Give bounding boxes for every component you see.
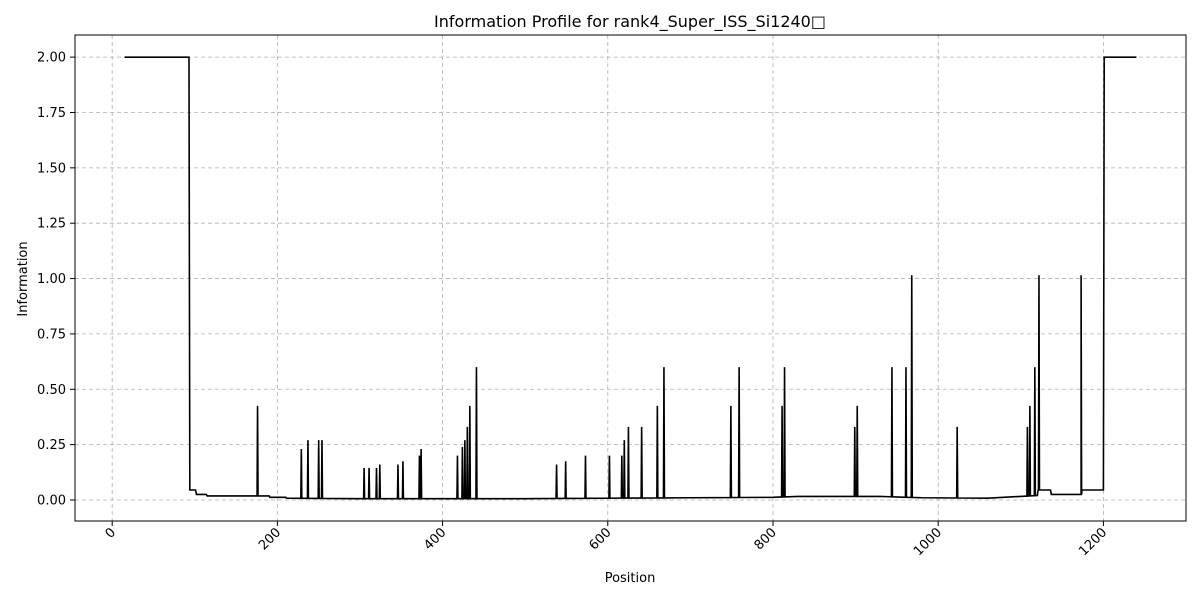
chart-title: Information Profile for rank4_Super_ISS_… bbox=[434, 12, 826, 32]
grid-lines bbox=[75, 35, 1186, 521]
x-axis: 0 200 400 600 800 1000 1200 bbox=[103, 521, 1110, 559]
x-tick-label: 1000 bbox=[911, 525, 945, 559]
y-tick-label: 1.75 bbox=[37, 106, 66, 121]
y-tick-label: 0.25 bbox=[37, 438, 66, 453]
y-tick-label: 1.25 bbox=[37, 217, 66, 232]
y-axis-label: Information bbox=[16, 241, 31, 316]
y-axis: 0.00 0.25 0.50 0.75 1.00 1.25 1.50 1.75 2.00 bbox=[37, 51, 75, 508]
y-tick-label: 1.50 bbox=[37, 161, 66, 176]
x-axis-label: Position bbox=[605, 571, 656, 586]
x-tick-label: 0 bbox=[103, 525, 119, 541]
x-tick-label: 200 bbox=[256, 525, 284, 553]
x-tick-label: 600 bbox=[586, 525, 614, 553]
plot-frame bbox=[74, 34, 1187, 522]
y-tick-label: 0.00 bbox=[37, 493, 66, 508]
y-tick-label: 0.50 bbox=[37, 383, 66, 398]
information-line bbox=[124, 56, 1137, 500]
x-tick-label: 400 bbox=[421, 525, 449, 553]
y-tick-label: 0.75 bbox=[37, 327, 66, 342]
x-tick-label: 1200 bbox=[1076, 525, 1110, 559]
y-tick-label: 1.00 bbox=[37, 272, 66, 287]
x-tick-label: 800 bbox=[752, 525, 780, 553]
y-tick-label: 2.00 bbox=[37, 51, 66, 66]
line-series bbox=[124, 56, 1137, 500]
